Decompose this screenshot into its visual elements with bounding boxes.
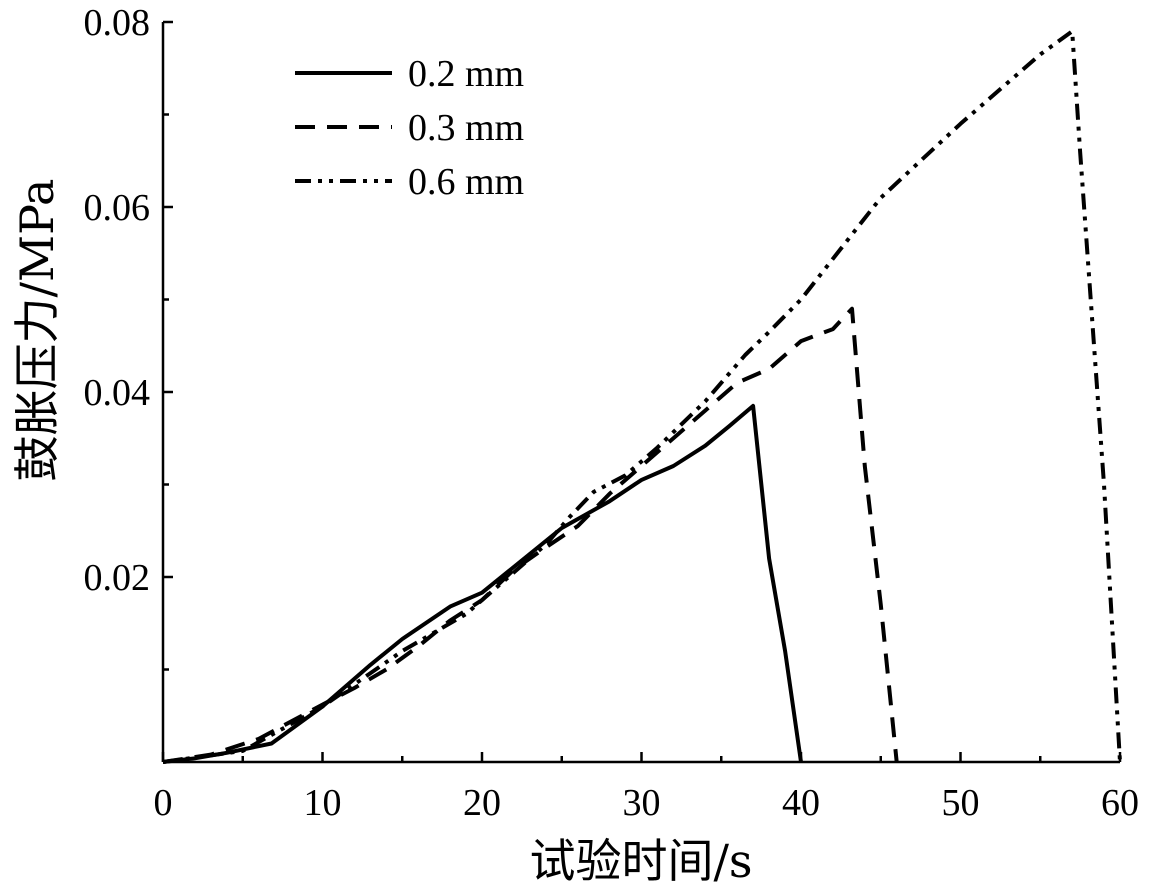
legend: 0.2 mm 0.3 mm 0.6 mm: [295, 53, 524, 203]
x-tick-label: 50: [942, 782, 980, 824]
x-tick-label: 60: [1101, 782, 1139, 824]
series-group: [162, 29, 1122, 764]
series-line-1: [162, 403, 803, 764]
y-tick-label: 0.04: [84, 372, 151, 414]
y-axis-title: 鼓胀压力/MPa: [10, 179, 64, 482]
y-tick-label: 0.02: [84, 557, 151, 599]
legend-label-3: 0.6 mm: [408, 161, 524, 203]
series-line-2: [162, 306, 899, 764]
axes: 0 10 20 30 40 50 60 0.02 0.04 0.06 0.08: [84, 2, 1140, 824]
y-tick-label: 0.06: [84, 187, 151, 229]
x-tick-label: 20: [463, 782, 501, 824]
series-line-3: [162, 29, 1122, 764]
x-axis-title: 试验时间/s: [529, 834, 752, 888]
y-tick-label: 0.08: [84, 2, 151, 44]
x-tick-label: 10: [304, 782, 342, 824]
x-tick-label: 40: [782, 782, 820, 824]
legend-label-2: 0.3 mm: [408, 107, 524, 149]
x-tick-label: 0: [154, 782, 173, 824]
legend-label-1: 0.2 mm: [408, 53, 524, 95]
x-tick-label: 30: [623, 782, 661, 824]
